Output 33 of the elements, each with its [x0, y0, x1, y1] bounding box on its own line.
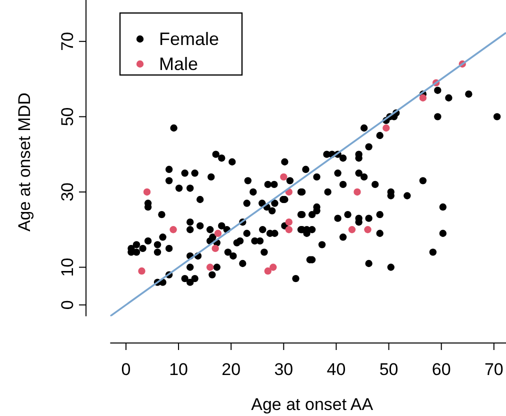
- point: [170, 226, 177, 234]
- point: [212, 244, 219, 252]
- x-tick-label: 20: [222, 360, 241, 380]
- point: [138, 267, 146, 275]
- x-tick-label: 50: [379, 360, 398, 380]
- point: [354, 188, 361, 196]
- y-tick-label: 50: [58, 107, 77, 126]
- legend-label: Female: [159, 29, 220, 49]
- point: [285, 218, 293, 226]
- y-tick-label: 30: [58, 182, 77, 202]
- x-tick-label: 70: [484, 360, 504, 380]
- x-tick-label: 40: [326, 360, 346, 380]
- point: [364, 226, 372, 234]
- x-tick-label: 0: [121, 360, 131, 380]
- point: [143, 188, 151, 196]
- y-tick-label: 0: [58, 300, 77, 310]
- point: [280, 173, 288, 181]
- y-tick-label: 70: [58, 32, 77, 51]
- y-axis-title: Age at onset MDD: [15, 92, 34, 232]
- point: [382, 124, 390, 132]
- legend-label: Male: [159, 54, 198, 74]
- x-tick-label: 30: [274, 360, 294, 380]
- point: [285, 226, 293, 234]
- point: [214, 230, 222, 237]
- x-tick-label: 10: [169, 360, 188, 380]
- point: [270, 264, 277, 271]
- y-tick-label: 10: [58, 258, 77, 277]
- point: [264, 267, 272, 275]
- point: [419, 94, 427, 102]
- point: [348, 226, 356, 234]
- x-tick-label: 60: [432, 360, 451, 380]
- point: [206, 264, 214, 271]
- x-axis-title: Age at onset AA: [251, 395, 374, 414]
